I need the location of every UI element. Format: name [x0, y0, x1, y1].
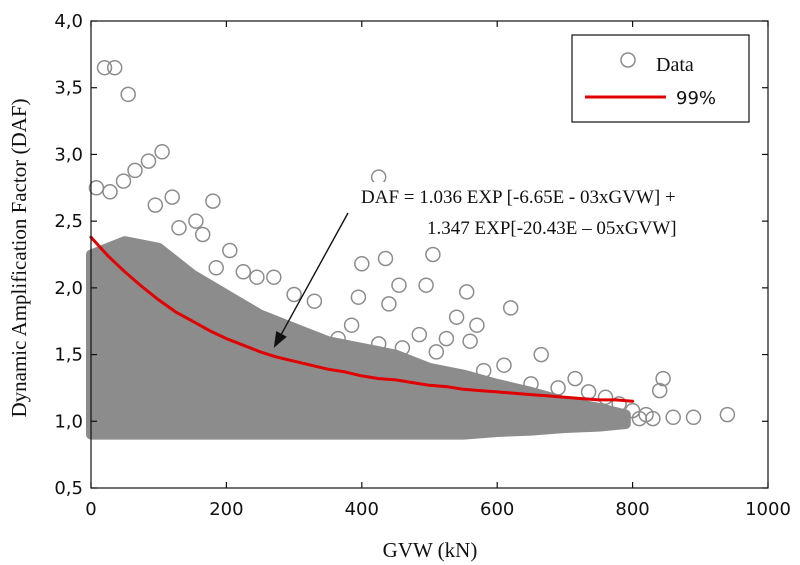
- y-tick-label: 3,5: [54, 78, 83, 99]
- y-tick-label: 1,0: [54, 411, 83, 432]
- data-point: [533, 346, 549, 363]
- legend-label-99: 99%: [676, 88, 716, 109]
- data-point: [381, 296, 397, 312]
- data-point: [469, 317, 485, 333]
- annotation-line-2: 1.347 EXP[-20.43E – 05xGVW]: [427, 218, 677, 239]
- data-point: [115, 173, 132, 189]
- plot-frame: [90, 20, 769, 489]
- data-point: [171, 220, 187, 236]
- data-point: [354, 256, 370, 272]
- y-axis-label: Dynamic Amplification Factor (DAF): [7, 98, 31, 417]
- y-axis-ticks: 0,5 1,0 1,5 2,0 2,5 3,0 3,5 4,0: [54, 11, 768, 499]
- data-band-layer: [86, 236, 631, 440]
- data-dense-region: [86, 236, 631, 440]
- data-point: [428, 344, 445, 360]
- data-point: [448, 309, 465, 325]
- data-point: [140, 153, 157, 169]
- data-point: [154, 144, 170, 160]
- data-point: [496, 357, 512, 373]
- data-point: [106, 59, 123, 76]
- data-point: [475, 362, 492, 379]
- x-tick-label: 800: [615, 499, 649, 520]
- data-point: [205, 193, 221, 209]
- x-tick-label: 600: [480, 499, 514, 520]
- data-point: [164, 189, 180, 205]
- fit-curve-99: [89, 235, 635, 403]
- data-point: [330, 330, 346, 347]
- data-point: [266, 269, 282, 285]
- data-point: [665, 409, 681, 426]
- data-point: [523, 376, 539, 392]
- data-point: [350, 289, 367, 305]
- data-point: [502, 300, 519, 316]
- data-point: [580, 384, 597, 400]
- fit-curve-layer: [89, 235, 635, 403]
- equation-annotation: DAF = 1.036 EXP [-6.65E - 03xGVW] + 1.34…: [273, 182, 749, 348]
- data-point: [418, 277, 434, 293]
- legend: Data 99%: [571, 34, 750, 123]
- data-point: [208, 260, 224, 276]
- data-point: [685, 409, 702, 426]
- data-point: [655, 370, 671, 387]
- data-point: [120, 86, 136, 103]
- annotation-arrow: [280, 212, 349, 335]
- data-point: [391, 277, 407, 293]
- data-point: [377, 250, 394, 267]
- y-tick-label: 2,0: [54, 278, 83, 299]
- data-point: [611, 396, 627, 412]
- data-point: [343, 317, 360, 333]
- y-tick-label: 3,0: [54, 144, 83, 165]
- x-tick-label: 400: [345, 499, 379, 520]
- data-point: [597, 389, 614, 406]
- data-point: [222, 242, 238, 259]
- data-point: [651, 382, 668, 399]
- data-point: [719, 406, 736, 423]
- data-point: [550, 380, 566, 396]
- data-point: [458, 284, 475, 300]
- legend-label-data: Data: [656, 54, 694, 76]
- data-outlier-layer: [88, 59, 736, 427]
- y-tick-label: 0,5: [54, 478, 83, 499]
- data-point: [306, 293, 323, 309]
- data-point: [438, 330, 455, 347]
- data-point: [127, 162, 143, 179]
- data-point: [631, 410, 648, 427]
- y-tick-label: 2,5: [54, 211, 83, 232]
- data-point: [286, 286, 302, 303]
- data-point: [235, 264, 252, 280]
- data-point: [567, 370, 583, 387]
- legend-marker-data: [620, 52, 636, 68]
- data-point: [188, 213, 204, 229]
- x-axis-label: GVW (kN): [383, 538, 478, 562]
- data-point: [411, 326, 428, 343]
- y-tick-label: 1,5: [54, 345, 83, 366]
- data-point: [102, 184, 118, 200]
- x-axis-ticks: 0 200 400 600 800 1000: [85, 21, 791, 520]
- data-point: [96, 59, 113, 76]
- annotation-line-1: DAF = 1.036 EXP [-6.65E - 03xGVW] +: [361, 187, 676, 208]
- data-point: [249, 269, 265, 285]
- legend-box: [571, 34, 750, 123]
- data-point: [194, 226, 211, 243]
- data-point: [394, 340, 411, 356]
- x-tick-label: 0: [85, 499, 96, 520]
- x-tick-label: 1000: [745, 499, 791, 520]
- x-tick-label: 200: [209, 499, 243, 520]
- data-point: [147, 197, 164, 213]
- data-point: [462, 333, 478, 349]
- y-tick-label: 4,0: [54, 11, 83, 32]
- data-point: [370, 336, 387, 352]
- annotation-background: [353, 182, 749, 240]
- data-point: [425, 246, 441, 263]
- annotation-arrowhead: [273, 331, 287, 348]
